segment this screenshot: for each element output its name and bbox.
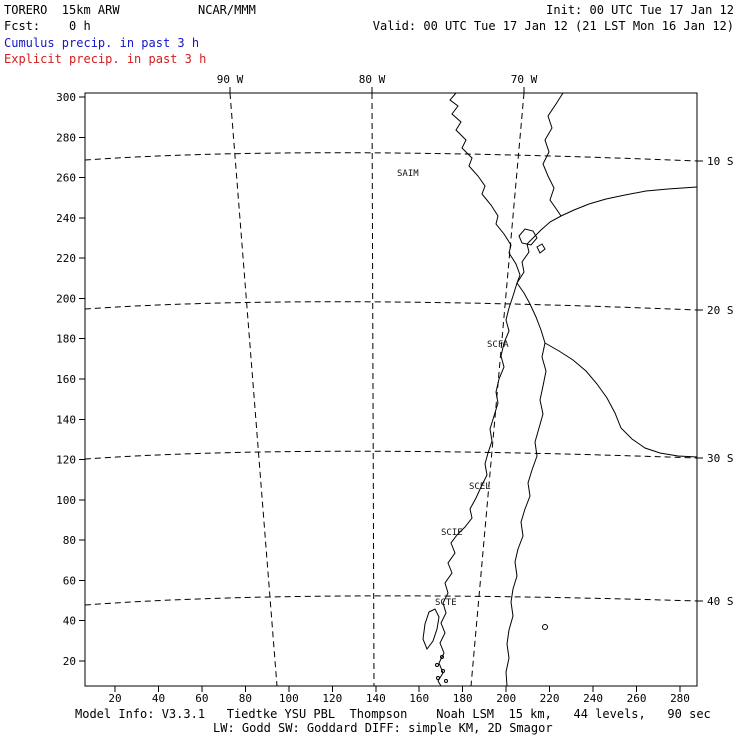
- station-label-scfa: SCFA: [487, 340, 509, 350]
- y-axis-tick-label: 120: [56, 454, 76, 467]
- x-axis-tick-label: 60: [195, 692, 208, 705]
- x-axis-tick-label: 260: [627, 692, 647, 705]
- org-label: NCAR/MMM: [198, 3, 256, 17]
- legend-cumulus: Cumulus precip. in past 3 h: [4, 36, 200, 50]
- latitude-gridline: [84, 152, 698, 162]
- y-axis-tick-label: 80: [63, 534, 76, 547]
- longitude-gridline: [229, 92, 278, 687]
- small-island: [441, 669, 445, 673]
- map-frame: [84, 92, 698, 687]
- x-axis-tick-label: 160: [409, 692, 429, 705]
- station-label-saim: SAIM: [397, 169, 419, 179]
- longitude-label: 80 W: [359, 73, 386, 86]
- x-axis-tick-label: 140: [366, 692, 386, 705]
- latitude-label: 30 S: [707, 452, 734, 465]
- lake-outline: [536, 243, 546, 254]
- y-axis-tick-label: 300: [56, 91, 76, 104]
- model-title: TORERO 15km ARW: [4, 3, 120, 17]
- model-info-line1: Model Info: V3.3.1 Tiedtke YSU PBL Thomp…: [75, 707, 711, 721]
- y-axis-tick-label: 240: [56, 212, 76, 225]
- longitude-label: 70 W: [511, 73, 538, 86]
- x-axis-tick-label: 20: [108, 692, 121, 705]
- small-island: [542, 624, 548, 630]
- y-axis-tick-label: 100: [56, 494, 76, 507]
- y-axis-tick-label: 160: [56, 373, 76, 386]
- y-axis-tick-label: 140: [56, 413, 76, 426]
- x-axis-tick-label: 240: [583, 692, 603, 705]
- latitude-gridline: [84, 450, 698, 460]
- y-axis-tick-label: 180: [56, 333, 76, 346]
- valid-time: Valid: 00 UTC Tue 17 Jan 12 (21 LST Mon …: [372, 19, 734, 33]
- x-axis-tick-label: 220: [540, 692, 560, 705]
- init-time: Init: 00 UTC Tue 17 Jan 12: [546, 3, 734, 17]
- country-border: [542, 92, 564, 217]
- y-axis-tick-label: 280: [56, 131, 76, 144]
- station-label-scel: SCEL: [469, 482, 491, 492]
- legend-explicit: Explicit precip. in past 3 h: [4, 52, 207, 66]
- country-border: [505, 282, 547, 687]
- lake-outline: [518, 228, 538, 246]
- model-info-line2: LW: Godd SW: Goddard DIFF: simple KM, 2D…: [213, 721, 553, 735]
- x-axis-tick-label: 80: [239, 692, 252, 705]
- fcst-hour: Fcst: 0 h: [4, 19, 91, 33]
- latitude-gridline: [84, 595, 698, 606]
- latitude-label: 10 S: [707, 155, 734, 168]
- longitude-label: 90 W: [217, 73, 244, 86]
- coastline: [437, 92, 521, 687]
- latitude-label: 20 S: [707, 304, 734, 317]
- country-border: [516, 186, 698, 284]
- station-label-scte: SCTE: [435, 598, 457, 608]
- x-axis-tick-label: 120: [322, 692, 342, 705]
- small-island: [435, 663, 439, 667]
- x-axis-tick-label: 280: [670, 692, 690, 705]
- small-island: [436, 676, 440, 680]
- y-axis-tick-label: 40: [63, 615, 76, 628]
- latitude-label: 40 S: [707, 595, 734, 608]
- country-border: [544, 342, 698, 458]
- longitude-gridline: [371, 92, 375, 687]
- x-axis-tick-label: 180: [453, 692, 473, 705]
- y-axis-tick-label: 260: [56, 172, 76, 185]
- y-axis-tick-label: 20: [63, 655, 76, 668]
- latitude-gridline: [84, 301, 698, 311]
- y-axis-tick-label: 60: [63, 574, 76, 587]
- y-axis-tick-label: 220: [56, 252, 76, 265]
- small-island: [444, 679, 448, 683]
- island-outline: [422, 608, 440, 651]
- station-label-scie: SCIE: [441, 528, 463, 538]
- x-axis-tick-label: 200: [496, 692, 516, 705]
- small-island: [440, 655, 444, 659]
- x-axis-tick-label: 100: [279, 692, 299, 705]
- y-axis-tick-label: 200: [56, 292, 76, 305]
- x-axis-tick-label: 40: [152, 692, 165, 705]
